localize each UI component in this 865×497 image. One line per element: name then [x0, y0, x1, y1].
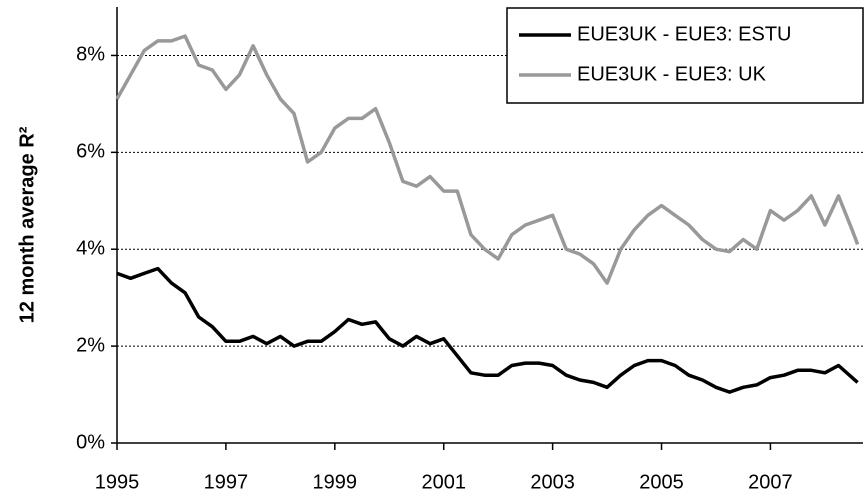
x-tick-label: 1997 [204, 471, 249, 493]
x-tick-label: 2003 [530, 471, 575, 493]
y-tick-label: 4% [76, 238, 105, 260]
y-tick-label: 0% [76, 431, 105, 453]
y-tick-label: 6% [76, 141, 105, 163]
legend-label: EUE3UK - EUE3: UK [577, 63, 767, 85]
x-tick-label: 2005 [639, 471, 684, 493]
series-line [116, 266, 859, 394]
legend-label: EUE3UK - EUE3: ESTU [577, 23, 792, 45]
x-tick-label: 1999 [313, 471, 358, 493]
y-axis-label: 12 month average R² [16, 126, 38, 323]
x-tick-label: 2007 [748, 471, 793, 493]
legend-box [506, 7, 864, 104]
y-tick-label: 8% [76, 44, 105, 66]
y-tick-label: 2% [76, 334, 105, 356]
x-tick-label: 2001 [421, 471, 466, 493]
x-tick-label: 1995 [95, 471, 140, 493]
series-line [115, 34, 860, 285]
